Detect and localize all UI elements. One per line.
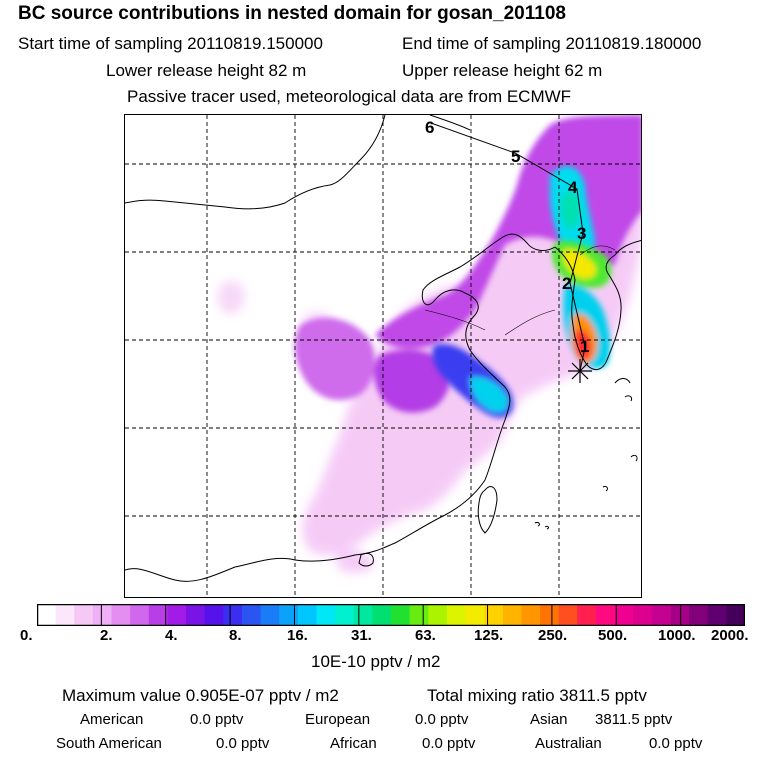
colorbar-swatch (111, 604, 131, 626)
colorbar-swatch (130, 604, 150, 626)
colorbar-swatch (540, 604, 560, 626)
colorbar-swatch (241, 604, 262, 626)
colorbar (37, 604, 745, 626)
trajectory-label-1: 1 (580, 337, 589, 356)
field-red (574, 329, 591, 360)
colorbar-tick-10: 1000. (658, 627, 696, 644)
colorbar-swatch (92, 604, 113, 626)
colorbar-swatch (651, 604, 671, 626)
colorbar-tick-11: 2000. (711, 627, 749, 644)
maximum-value-label: Maximum value 0.905E-07 pptv / m2 (62, 686, 339, 705)
region-european-name: European (305, 711, 371, 728)
colorbar-swatch (446, 604, 467, 626)
upper-release-label: Upper release height 62 m (402, 61, 603, 80)
backward-trajectory-line (430, 122, 586, 372)
field-purple-s (374, 349, 450, 413)
region-australian-value: 0.0 pptv (649, 735, 703, 752)
region-african-value: 0.0 pptv (422, 735, 476, 752)
colorbar-tick-8: 250. (538, 627, 568, 644)
field-cyan-yangtze (469, 376, 509, 413)
colorbar-swatch (186, 604, 206, 626)
trajectory-label-6: 6 (425, 118, 434, 137)
colorbar-swatch (633, 604, 653, 626)
coastline-japan (534, 378, 638, 530)
region-asian-value: 3811.5 pptv (595, 711, 673, 728)
colorbar-tick-7: 125. (474, 627, 504, 644)
region-asian-name: Asian (530, 711, 568, 728)
map-panel: 1 2 3 4 5 6 (124, 114, 642, 598)
colorbar-swatch (726, 604, 745, 626)
coastline-taiwan (477, 486, 498, 534)
colorbar-swatch (577, 604, 597, 626)
colorbar-swatch (37, 604, 57, 626)
colorbar-swatch (428, 604, 448, 626)
colorbar-tick-9: 500. (598, 627, 628, 644)
region-south-american-name: South American (56, 735, 162, 752)
trajectory-label-2: 2 (562, 274, 571, 293)
chart-title: BC source contributions in nested domain… (18, 3, 566, 24)
colorbar-tick-0: 0. (20, 627, 33, 644)
coastline-russia-east (429, 115, 471, 131)
coastline-korea (554, 239, 641, 371)
colorbar-tick-5: 31. (351, 627, 372, 644)
province-boundaries (424, 245, 616, 336)
field-teal-ne (560, 191, 581, 230)
colorbar-swatch (297, 604, 317, 626)
region-american-name: American (80, 711, 144, 728)
colorbar-swatch (521, 604, 541, 626)
coastline-russia (125, 115, 386, 210)
lat-lon-grid (125, 115, 641, 597)
colorbar-swatch (670, 604, 690, 626)
region-european-value: 0.0 pptv (415, 711, 469, 728)
colorbar-swatch (707, 604, 727, 626)
colorbar-unit-label: 10E-10 pptv / m2 (311, 652, 441, 671)
colorbar-tick-3: 8. (229, 627, 242, 644)
concentration-field (217, 115, 641, 573)
receptor-marker (568, 359, 592, 383)
colorbar-swatch (595, 604, 616, 626)
colorbar-swatch (465, 604, 485, 626)
region-south-american-value: 0.0 pptv (216, 735, 270, 752)
colorbar-swatch (409, 604, 429, 626)
colorbar-swatch (372, 604, 392, 626)
colorbar-tick-1: 2. (100, 627, 113, 644)
colorbar-border (37, 604, 745, 626)
region-african-name: African (330, 735, 377, 752)
trajectory-label-5: 5 (511, 147, 520, 166)
colorbar-tick-6: 63. (415, 627, 436, 644)
colorbar-swatch (353, 604, 373, 626)
colorbar-tick-4: 16. (287, 627, 308, 644)
colorbar-swatch (335, 604, 355, 626)
end-time-label: End time of sampling 20110819.180000 (402, 34, 702, 53)
trajectory-label-3: 3 (577, 224, 586, 243)
colorbar-swatch (502, 604, 522, 626)
map-canvas: 1 2 3 4 5 6 (125, 115, 641, 597)
colorbar-swatch (223, 604, 243, 626)
region-american-value: 0.0 pptv (190, 711, 244, 728)
colorbar-swatch (689, 604, 709, 626)
colorbar-swatch (484, 604, 504, 626)
colorbar-swatch (148, 604, 168, 626)
start-time-label: Start time of sampling 20110819.150000 (18, 34, 323, 53)
coastline-hainan (358, 552, 374, 567)
colorbar-swatch (167, 604, 187, 626)
lower-release-label: Lower release height 82 m (106, 61, 307, 80)
colorbar-swatch (316, 604, 336, 626)
field-light-pink-sw (335, 549, 375, 573)
colorbar-tick-2: 4. (165, 627, 178, 644)
field-violet-w (294, 317, 376, 401)
field-yellow (562, 249, 597, 279)
tracer-info-label: Passive tracer used, meteorological data… (127, 87, 572, 106)
colorbar-swatch (558, 604, 578, 626)
colorbar-swatch (74, 604, 94, 626)
colorbar-swatch (279, 604, 299, 626)
trajectory-label-4: 4 (568, 178, 578, 197)
colorbar-swatch (204, 604, 224, 626)
colorbar-swatch (260, 604, 280, 626)
colorbar-swatch (614, 604, 634, 626)
colorbar-swatch (55, 604, 75, 626)
region-australian-name: Australian (535, 735, 602, 752)
total-mixing-ratio-label: Total mixing ratio 3811.5 pptv (427, 686, 647, 705)
colorbar-swatch (391, 604, 411, 626)
